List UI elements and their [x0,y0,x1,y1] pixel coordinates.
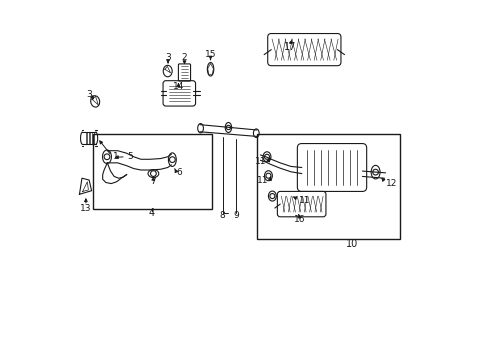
Bar [257,134,399,239]
Text: 14: 14 [172,82,183,91]
Text: 12: 12 [386,179,397,188]
Text: 4: 4 [148,208,154,218]
Text: 1: 1 [113,152,119,161]
Text: 11: 11 [256,176,267,185]
Text: 11: 11 [298,195,310,204]
Text: 3: 3 [86,90,92,99]
Text: 17: 17 [284,42,296,52]
Text: 3: 3 [165,53,171,62]
Text: 15: 15 [204,50,216,59]
Text: 10: 10 [345,239,357,249]
Text: 16: 16 [293,215,305,224]
Bar [93,134,212,208]
Text: 11: 11 [255,157,266,166]
Text: 9: 9 [233,211,239,220]
Text: 8: 8 [219,211,224,220]
Text: 5: 5 [127,152,133,161]
Text: 7: 7 [150,177,156,186]
Text: 2: 2 [182,53,187,62]
Text: 6: 6 [176,168,181,177]
Text: 13: 13 [80,204,91,213]
